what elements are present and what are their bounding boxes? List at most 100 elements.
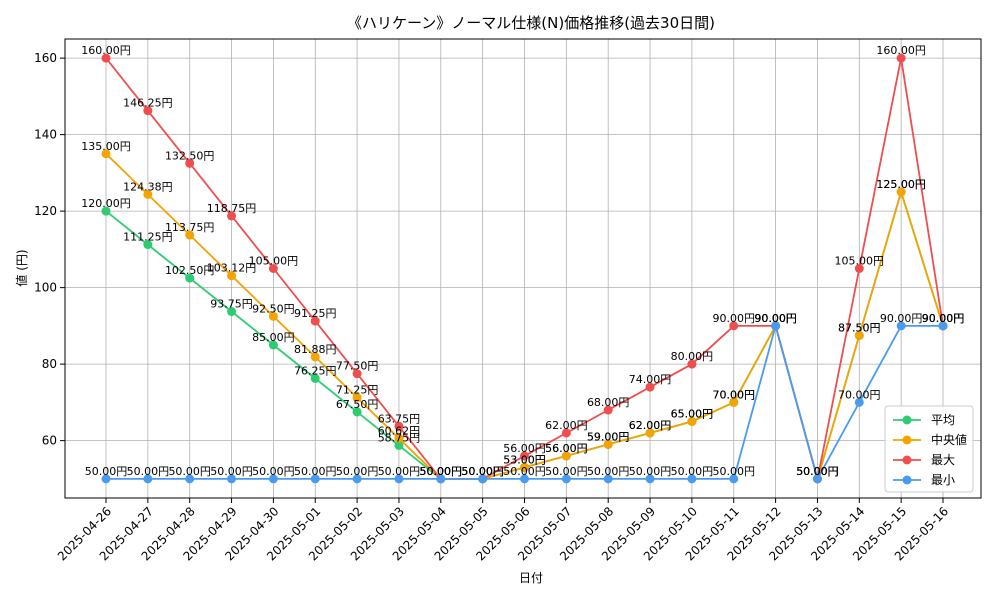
data-label: 50.00円 [294, 465, 337, 478]
data-point [352, 474, 362, 484]
data-label: 68.00円 [587, 396, 630, 409]
data-label: 76.25円 [294, 364, 337, 377]
data-point [687, 359, 697, 369]
data-label: 93.75円 [210, 298, 253, 311]
y-axis-label: 値 (円) [14, 249, 29, 286]
data-label: 50.00円 [671, 465, 714, 478]
data-label: 50.00円 [461, 465, 504, 478]
data-label: 70.00円 [713, 388, 756, 401]
data-label: 50.00円 [420, 465, 463, 478]
data-point [687, 417, 697, 426]
data-label: 50.00円 [545, 465, 588, 478]
data-label: 50.00円 [168, 465, 211, 478]
data-label: 50.00円 [587, 465, 630, 478]
data-point [352, 369, 362, 379]
data-point [268, 474, 278, 484]
data-label: 50.00円 [210, 465, 253, 478]
y-tick-label: 120 [34, 204, 57, 218]
data-label: 56.00円 [545, 442, 588, 455]
data-label: 146.25円 [123, 97, 173, 110]
data-point [227, 211, 237, 221]
data-point [101, 474, 111, 484]
legend-marker [902, 475, 912, 485]
data-label: 62.00円 [629, 419, 672, 432]
data-label: 105.00円 [249, 255, 299, 268]
legend-marker [902, 455, 912, 465]
data-label: 70.00円 [838, 388, 881, 401]
legend-marker [902, 435, 912, 445]
data-label: 74.00円 [629, 373, 672, 386]
data-point [101, 53, 111, 63]
data-label: 103.12円 [207, 262, 257, 275]
data-point [227, 307, 237, 317]
data-label: 125.00円 [876, 178, 926, 191]
y-axis-ticks: 60 80 100 120 140 160 [34, 51, 65, 448]
data-label: 59.00円 [587, 430, 630, 443]
data-label: 71.25円 [336, 384, 379, 397]
data-point [896, 321, 906, 331]
data-point [645, 382, 655, 392]
data-point [143, 474, 153, 484]
data-label: 77.50円 [336, 360, 379, 373]
data-point [561, 428, 571, 438]
data-point [645, 428, 655, 438]
data-label: 113.75円 [165, 221, 215, 234]
data-label: 102.50円 [165, 264, 215, 277]
data-label: 62.00円 [629, 419, 672, 432]
data-label: 50.00円 [420, 465, 463, 478]
data-label: 50.00円 [503, 465, 546, 478]
data-point [227, 271, 237, 281]
data-label: 125.00円 [876, 178, 926, 191]
data-point [185, 230, 195, 240]
data-point [687, 474, 697, 484]
y-tick-label: 100 [34, 281, 57, 295]
data-label: 90.00円 [922, 312, 965, 325]
data-point [143, 106, 153, 116]
data-label: 85.00円 [252, 331, 295, 344]
legend-label: 平均 [931, 413, 955, 427]
data-label: 67.50円 [336, 398, 379, 411]
data-point [771, 321, 781, 331]
data-point [352, 393, 362, 403]
data-point [561, 451, 571, 461]
data-point [352, 407, 362, 417]
data-point [729, 397, 739, 407]
data-point [101, 206, 111, 216]
data-point [520, 462, 529, 472]
data-label: 50.00円 [461, 465, 504, 478]
data-label: 87.50円 [838, 321, 881, 334]
data-point [268, 340, 278, 350]
data-label: 50.00円 [713, 465, 756, 478]
data-label: 65.00円 [671, 408, 714, 421]
data-label: 50.00円 [796, 465, 839, 478]
data-label: 50.00円 [85, 465, 128, 478]
data-labels: 120.00円 111.25円 102.50円 93.75円 85.00円 76.25円 6… [81, 44, 964, 478]
legend-label: 中央値 [931, 432, 967, 447]
data-label: 56.00円 [545, 442, 588, 455]
data-label: 90.00円 [754, 312, 797, 325]
data-point [854, 397, 864, 407]
data-point [729, 474, 739, 484]
data-label: 50.00円 [629, 465, 672, 478]
data-point [603, 439, 613, 449]
data-label: 50.00円 [796, 465, 839, 478]
data-label: 50.00円 [461, 465, 504, 478]
data-label: 91.25円 [294, 307, 337, 320]
plot-frame [64, 38, 982, 499]
data-point [603, 474, 613, 484]
y-tick-label: 140 [34, 128, 57, 142]
data-point [310, 373, 320, 383]
data-label: 63.75円 [378, 412, 421, 425]
x-axis-ticks: 2025-04-262025-04-272025-04-282025-04-29… [55, 498, 951, 563]
chart-title: 《ハリケーン》ノーマル仕様(N)価格推移(過去30日間) [347, 14, 715, 32]
legend-marker [902, 415, 912, 425]
data-point [310, 352, 320, 362]
x-axis-label: 日付 [519, 571, 543, 585]
data-label: 70.00円 [713, 388, 756, 401]
data-label: 80.00円 [671, 350, 714, 363]
data-label: 90.00円 [754, 312, 797, 325]
data-label: 60.62円 [378, 424, 421, 437]
legend-box [884, 405, 974, 493]
y-tick-label: 160 [34, 51, 57, 65]
